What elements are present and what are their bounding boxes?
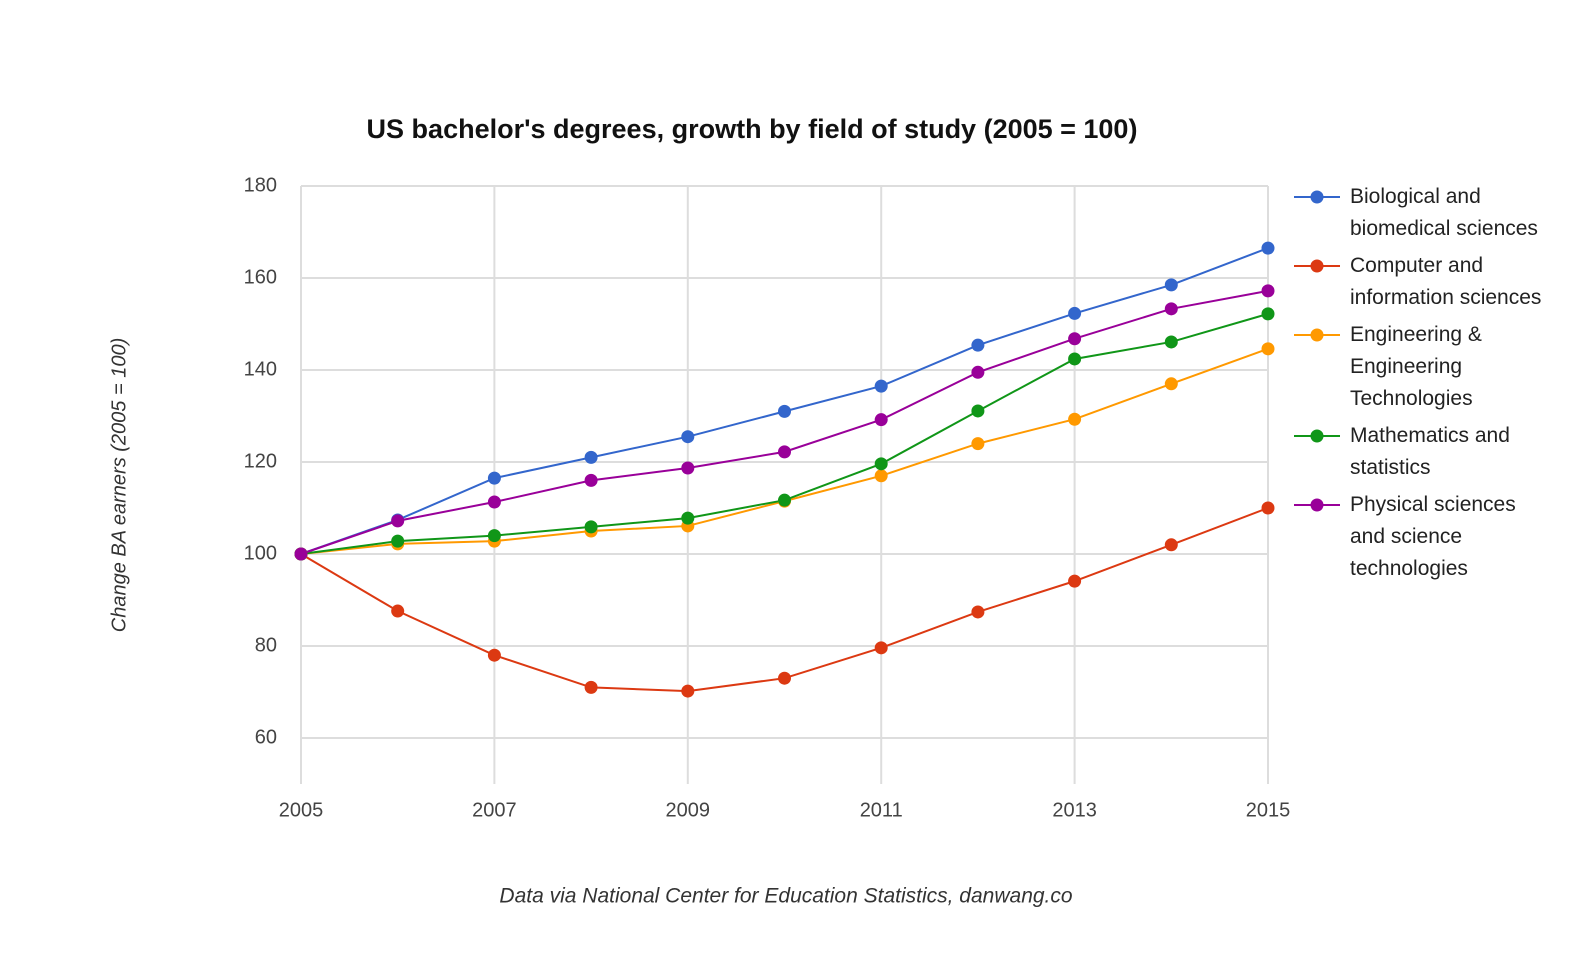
data-point	[1164, 335, 1178, 349]
data-point	[778, 404, 791, 418]
data-point	[1068, 412, 1082, 426]
legend: Biological and biomedical sciences Comput…	[1292, 181, 1552, 590]
y-tick-label: 120	[244, 450, 277, 472]
data-point	[584, 473, 598, 487]
data-point	[681, 511, 695, 525]
data-point	[778, 671, 791, 685]
data-point	[584, 680, 598, 694]
legend-item: Biological and biomedical sciences	[1292, 181, 1545, 245]
series-line	[300, 312, 1269, 555]
chart-title: US bachelor's degrees, growth by field o…	[367, 114, 1138, 144]
x-tick-label: 2007	[472, 799, 517, 821]
y-tick-label: 180	[244, 174, 277, 196]
data-point	[391, 604, 405, 618]
x-tick-label: 2005	[279, 799, 324, 821]
data-point	[391, 514, 405, 528]
data-point	[1164, 377, 1178, 391]
legend-marker	[1310, 429, 1324, 443]
legend-marker	[1310, 328, 1324, 342]
data-point	[971, 404, 985, 418]
caption: Data via National Center for Education S…	[499, 885, 1072, 908]
x-tick-label: 2015	[1246, 799, 1291, 821]
data-point	[487, 471, 501, 485]
data-point	[584, 450, 598, 464]
legend-swatch	[1294, 190, 1340, 204]
data-point	[681, 684, 695, 698]
legend-label: Engineering & Engineering Technologies	[1350, 323, 1482, 410]
data-point	[1261, 501, 1275, 515]
data-point	[778, 493, 791, 507]
data-point	[391, 534, 405, 548]
legend-swatch	[1294, 429, 1340, 443]
data-point	[294, 547, 308, 561]
data-point	[874, 469, 888, 483]
legend-item: Computer and information sciences	[1292, 250, 1545, 314]
data-point	[681, 461, 695, 475]
data-point	[971, 338, 985, 352]
legend-label: Biological and biomedical sciences	[1350, 185, 1538, 240]
data-point	[1068, 306, 1082, 320]
data-point	[1164, 538, 1178, 552]
data-point	[487, 495, 501, 509]
data-point	[1164, 302, 1178, 316]
data-point	[874, 457, 888, 471]
legend-swatch	[1294, 259, 1340, 273]
legend-label: Mathematics and statistics	[1350, 424, 1510, 479]
data-point	[487, 529, 501, 543]
legend-item: Engineering & Engineering Technologies	[1292, 319, 1545, 415]
data-point	[1261, 284, 1275, 298]
legend-swatch	[1294, 498, 1340, 512]
y-tick-label: 160	[244, 266, 277, 288]
legend-marker	[1310, 259, 1324, 273]
x-tick-label: 2011	[860, 799, 903, 821]
y-tick-label: 100	[244, 542, 277, 564]
legend-item: Physical sciences and science technologi…	[1292, 489, 1545, 585]
data-point	[1164, 278, 1178, 292]
legend-marker	[1310, 190, 1324, 204]
data-point	[778, 445, 791, 459]
data-point	[1261, 241, 1275, 255]
y-tick-label: 60	[255, 726, 277, 748]
y-axis-label: Change BA earners (2005 = 100)	[108, 338, 130, 632]
legend-label: Physical sciences and science technologi…	[1350, 493, 1516, 580]
series-line	[300, 507, 1269, 693]
data-point	[487, 648, 501, 662]
data-point	[874, 641, 888, 655]
y-tick-label: 80	[255, 634, 277, 656]
y-tick-label: 140	[244, 358, 277, 380]
data-point	[971, 605, 985, 619]
data-point	[874, 413, 888, 427]
data-point	[681, 430, 695, 444]
legend-swatch	[1294, 328, 1340, 342]
legend-label: Computer and information sciences	[1350, 254, 1542, 309]
x-tick-label: 2009	[666, 799, 711, 821]
data-point	[1068, 332, 1082, 346]
data-point	[1261, 342, 1275, 356]
data-point	[584, 520, 598, 534]
data-point	[971, 365, 985, 379]
legend-marker	[1310, 498, 1324, 512]
data-point	[1261, 307, 1275, 321]
legend-item: Mathematics and statistics	[1292, 420, 1545, 484]
series-line	[300, 289, 1269, 555]
data-point	[1068, 574, 1082, 588]
x-tick-label: 2013	[1052, 799, 1097, 821]
data-point	[1068, 352, 1082, 366]
data-point	[874, 379, 888, 393]
data-point	[971, 437, 985, 451]
